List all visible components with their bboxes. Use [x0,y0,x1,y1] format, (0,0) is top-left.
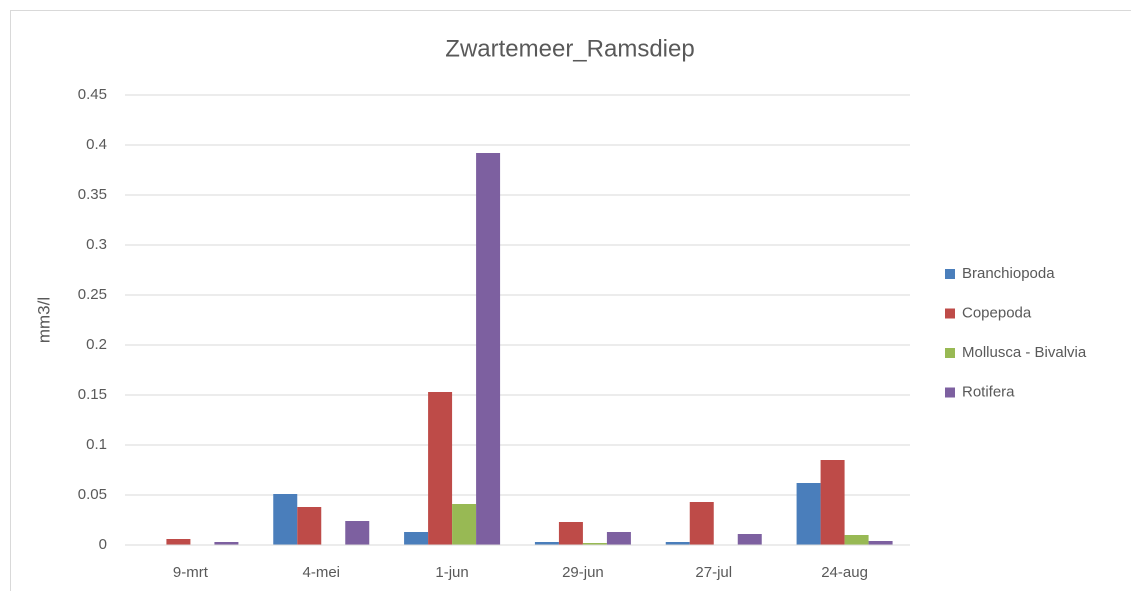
legend-label: Copepoda [962,304,1032,321]
y-tick-label: 0.25 [78,286,107,303]
bar [738,534,762,545]
legend-swatch [945,388,955,398]
y-tick-label: 0 [99,536,107,553]
x-tick-label: 4-mei [302,564,340,581]
bar [428,392,452,545]
legend-swatch [945,269,955,279]
bar [273,494,297,545]
y-tick-label: 0.05 [78,486,107,503]
bar [297,507,321,545]
x-tick-label: 27-jul [695,564,732,581]
y-tick-label: 0.3 [86,236,107,253]
legend-label: Branchiopoda [962,265,1055,282]
x-tick-label: 24-aug [821,564,868,581]
chart-title: Zwartemeer_Ramsdiep [445,35,694,62]
bar [559,522,583,545]
bar [797,483,821,545]
y-tick-label: 0.1 [86,436,107,453]
legend-swatch [945,348,955,358]
bar [476,153,500,545]
y-axis-label: mm3/l [34,297,53,343]
y-tick-label: 0.4 [86,136,107,153]
bar [166,539,190,545]
chart-frame [11,11,1131,592]
legend-swatch [945,309,955,319]
x-tick-label: 29-jun [562,564,604,581]
bar [869,541,893,545]
x-tick-label: 1-jun [435,564,468,581]
legend-label: Rotifera [962,383,1015,400]
y-tick-label: 0.15 [78,386,107,403]
legend-label: Mollusca - Bivalvia [962,344,1087,361]
y-tick-label: 0.45 [78,86,107,103]
y-tick-label: 0.2 [86,336,107,353]
bar [821,460,845,545]
bar [845,535,869,545]
y-tick-label: 0.35 [78,186,107,203]
x-tick-label: 9-mrt [173,564,209,581]
bar [607,532,631,545]
bar [690,502,714,545]
bar [404,532,428,545]
bar [452,504,476,545]
bar [345,521,369,545]
